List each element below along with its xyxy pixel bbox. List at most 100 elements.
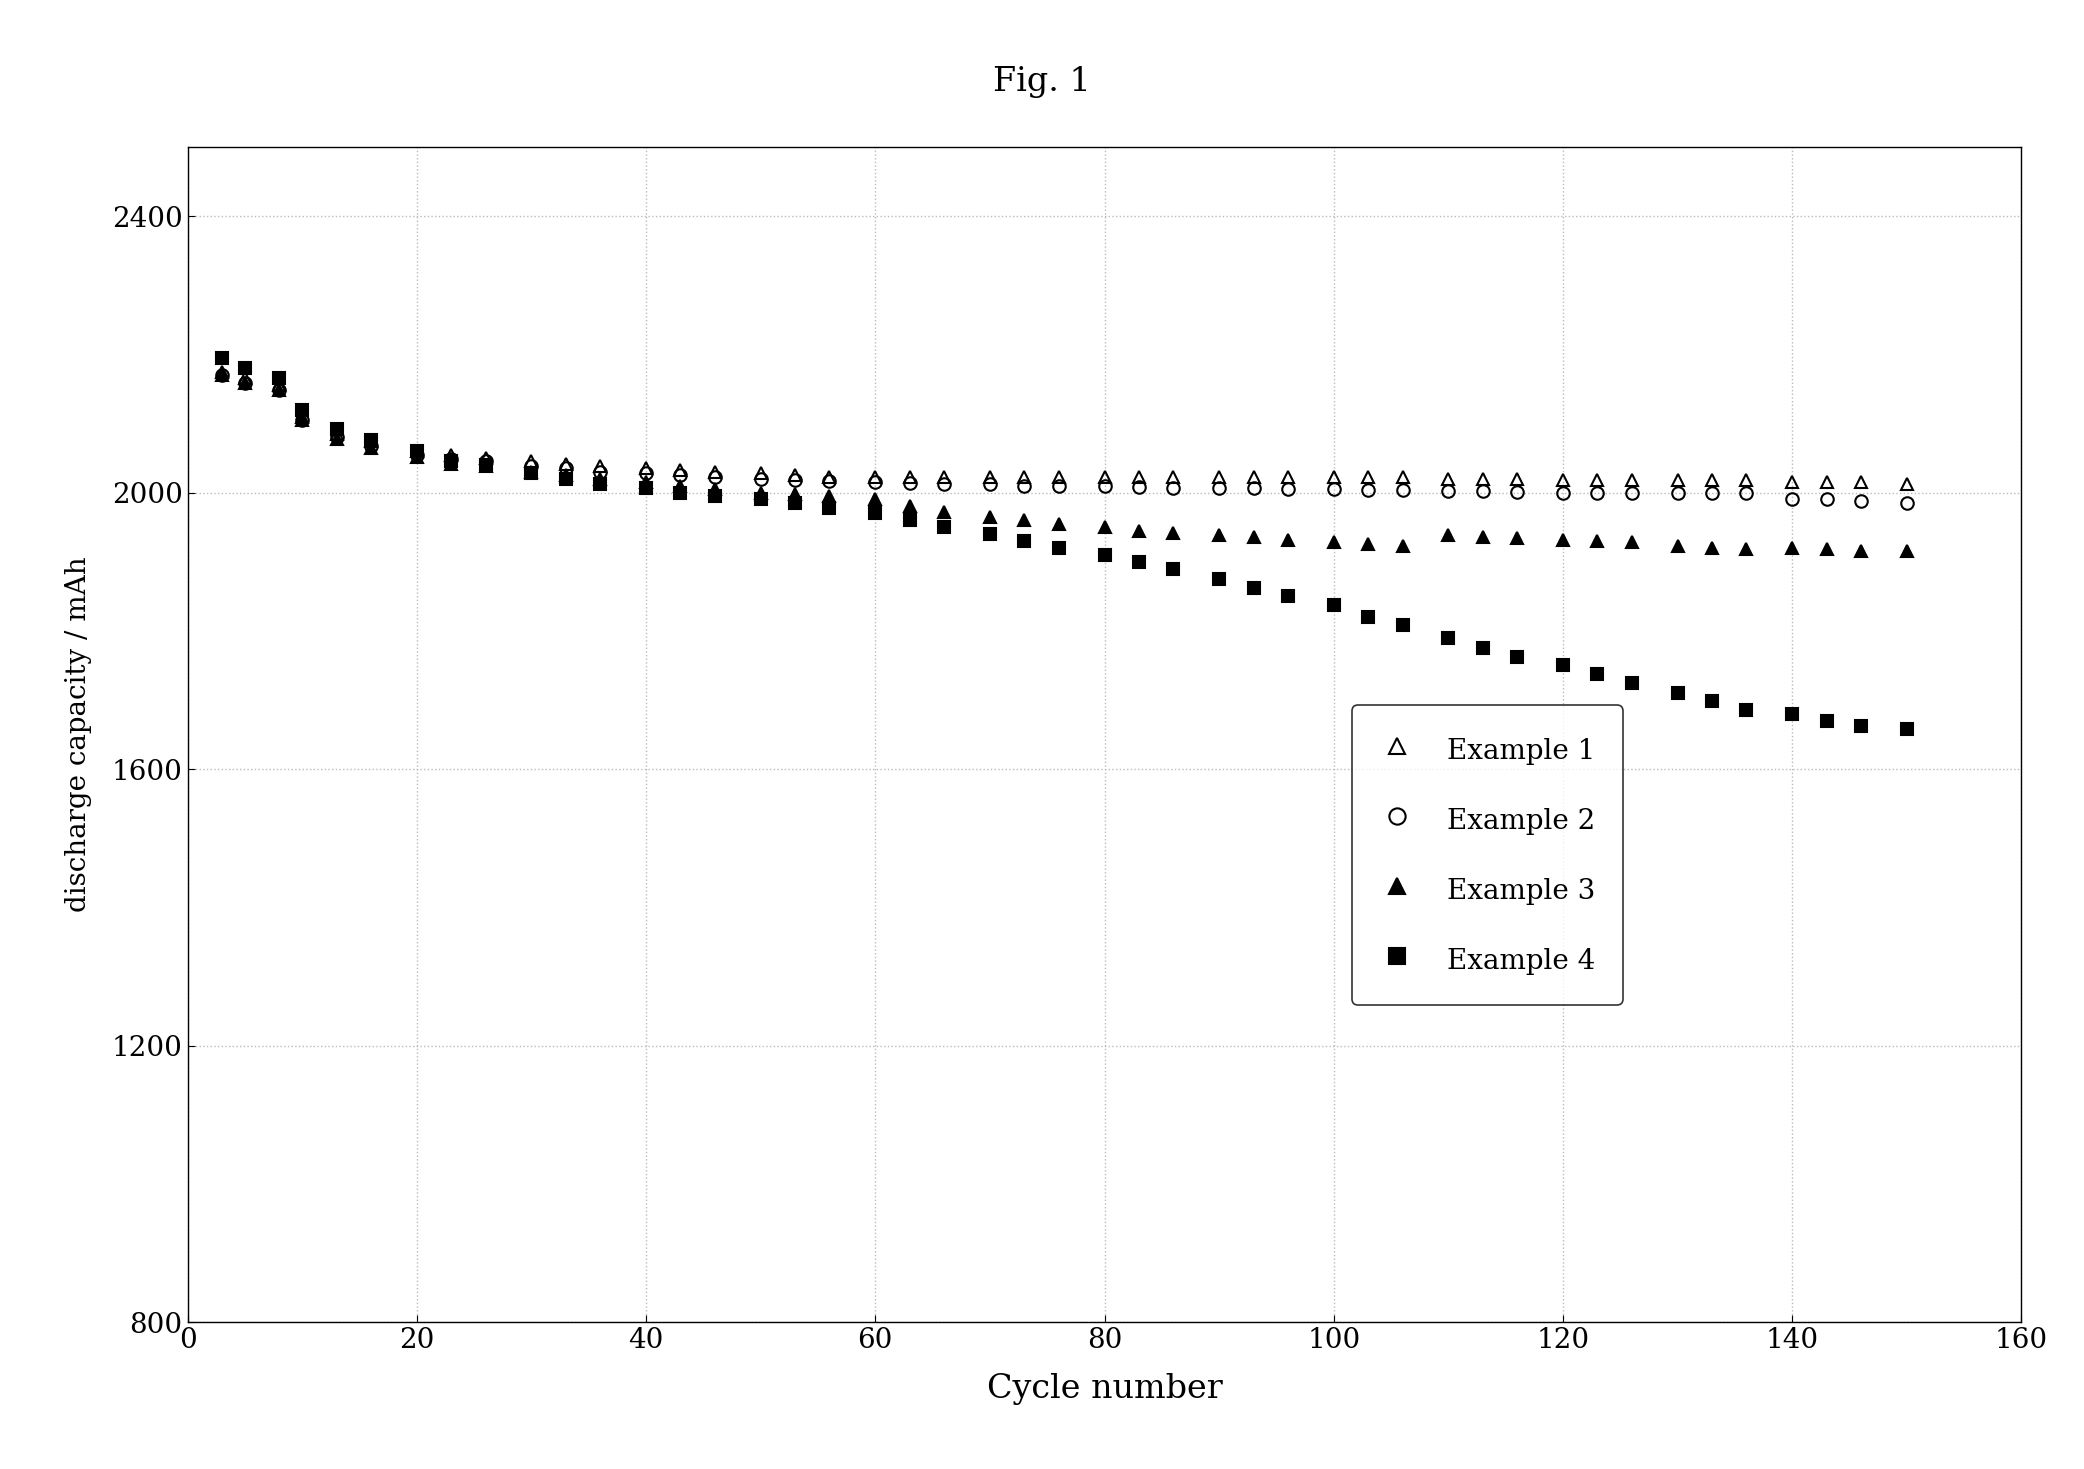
Example 4 [1780, 705, 1805, 723]
Example 2 [1780, 491, 1805, 508]
Example 4 [1505, 648, 1530, 665]
Example 3 [438, 455, 463, 473]
Example 2 [1813, 491, 1840, 508]
Example 4 [702, 488, 727, 505]
Example 3 [1127, 521, 1152, 539]
Example 2 [1436, 482, 1461, 499]
Example 3 [1357, 536, 1382, 554]
Example 3 [358, 439, 383, 457]
Example 2 [358, 436, 383, 454]
Example 4 [977, 526, 1002, 544]
Example 2 [1321, 480, 1346, 498]
Example 4 [267, 370, 292, 388]
Example 1 [231, 370, 258, 388]
Example 1 [1849, 473, 1874, 491]
Example 1 [1242, 469, 1267, 486]
Example 1 [290, 408, 315, 426]
Example 4 [748, 491, 773, 508]
Example 2 [438, 451, 463, 469]
Example 1 [438, 445, 463, 463]
Example 3 [748, 483, 773, 501]
Example 2 [748, 470, 773, 488]
Example 3 [588, 470, 613, 488]
Example 4 [817, 499, 842, 517]
Example 4 [1161, 560, 1186, 577]
Example 4 [325, 420, 350, 438]
Example 1 [1734, 472, 1759, 489]
Example 2 [1505, 483, 1530, 501]
Example 4 [1357, 608, 1382, 626]
Example 4 [1242, 579, 1267, 596]
Example 3 [1471, 527, 1496, 545]
Example 3 [1275, 530, 1300, 548]
Example 1 [1275, 469, 1300, 486]
Example 2 [784, 472, 809, 489]
Example 4 [1321, 596, 1346, 614]
Example 4 [1127, 552, 1152, 570]
Example 2 [817, 473, 842, 491]
Line: Example 1: Example 1 [217, 366, 1913, 491]
Example 2 [1161, 479, 1186, 497]
Example 4 [1207, 570, 1232, 588]
Example 3 [1894, 542, 1919, 560]
Example 3 [1550, 530, 1576, 548]
Example 2 [404, 445, 429, 463]
Example 2 [667, 467, 692, 485]
Example 4 [932, 519, 957, 536]
Example 1 [1894, 476, 1919, 494]
Example 2 [977, 476, 1002, 494]
Example 1 [1161, 469, 1186, 486]
Example 3 [1161, 524, 1186, 542]
Example 3 [208, 366, 233, 383]
Example 1 [1013, 469, 1038, 486]
Example 1 [1505, 470, 1530, 488]
Example 3 [267, 382, 292, 400]
Example 3 [817, 488, 842, 505]
Example 2 [702, 469, 727, 486]
Example 4 [1586, 665, 1611, 683]
Example 1 [1127, 469, 1152, 486]
Example 4 [1046, 539, 1071, 557]
Example 1 [932, 469, 957, 486]
Example 1 [1092, 469, 1117, 486]
Example 1 [667, 461, 692, 479]
Example 3 [1321, 533, 1346, 551]
Example 4 [784, 494, 809, 511]
Example 3 [554, 467, 579, 485]
Example 4 [1550, 657, 1576, 674]
Example 1 [784, 467, 809, 485]
Line: Example 2: Example 2 [217, 369, 1913, 510]
Example 2 [1127, 479, 1152, 497]
Example 1 [1436, 470, 1461, 488]
Example 1 [1390, 469, 1415, 486]
Example 1 [1207, 469, 1232, 486]
Example 3 [1849, 542, 1874, 560]
Example 3 [977, 508, 1002, 526]
Example 2 [1013, 477, 1038, 495]
Example 3 [1813, 541, 1840, 558]
Example 4 [634, 479, 659, 497]
Example 3 [667, 477, 692, 495]
Example 3 [1505, 529, 1530, 546]
Y-axis label: discharge capacity / mAh: discharge capacity / mAh [65, 557, 92, 912]
Example 4 [519, 464, 544, 482]
Example 3 [1701, 539, 1726, 557]
Example 2 [1471, 482, 1496, 499]
Example 3 [1207, 526, 1232, 544]
Example 1 [473, 450, 498, 467]
Example 1 [1321, 469, 1346, 486]
Example 2 [1734, 483, 1759, 501]
Example 3 [1665, 538, 1690, 555]
Example 3 [784, 485, 809, 502]
Example 4 [863, 504, 888, 521]
Example 4 [588, 476, 613, 494]
Example 1 [519, 452, 544, 470]
Example 2 [1586, 483, 1611, 501]
Example 4 [1275, 588, 1300, 605]
Example 1 [588, 457, 613, 474]
Example 2 [1092, 477, 1117, 495]
Example 4 [898, 511, 923, 529]
Example 3 [1586, 532, 1611, 549]
Example 2 [208, 366, 233, 383]
Example 4 [473, 455, 498, 473]
